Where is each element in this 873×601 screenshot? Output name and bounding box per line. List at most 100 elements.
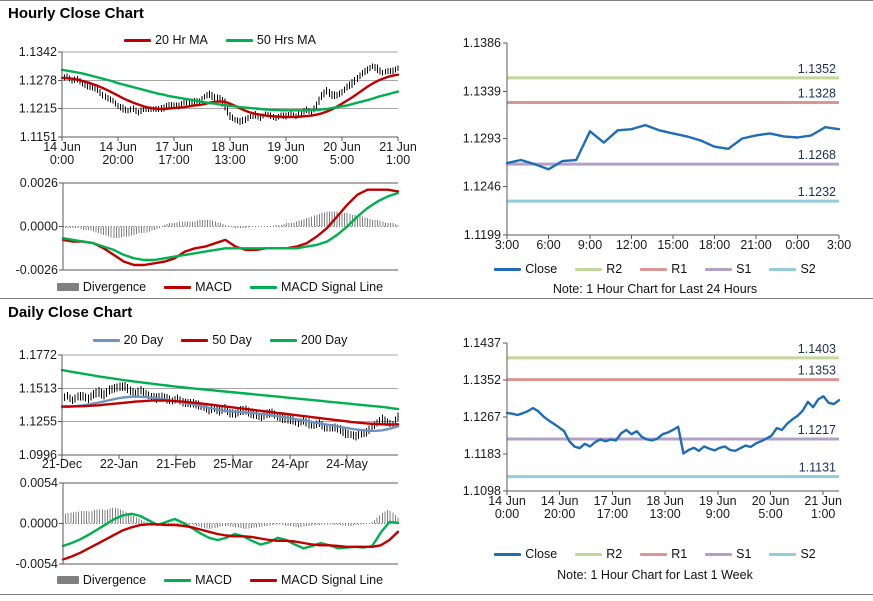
daily-sr-legend: Close R2 R1 S1 S2 (455, 547, 855, 561)
legend-item-50-hrs-ma: 50 Hrs MA (225, 33, 316, 47)
legend-label: 20 Day (123, 333, 164, 347)
y-tick-label: 1.0996 (19, 448, 57, 462)
series-line-close (505, 123, 841, 171)
x-tick-label: 14 Jun (488, 494, 526, 508)
y-tick-label: 0.0054 (20, 476, 58, 490)
legend-item-s1: S1 (705, 547, 751, 561)
x-tick-label: 0:00 (785, 238, 809, 252)
legend-item-r2: R2 (575, 547, 622, 561)
legend-item-200-day: 200 Day (269, 333, 348, 347)
y-tick-label: 1.1293 (463, 131, 501, 145)
legend-label: Divergence (82, 573, 147, 587)
x-tick-label: 1:00 (386, 153, 410, 167)
x-tick-label: 17 Jun (155, 140, 193, 154)
x-tick-label: 21:00 (740, 238, 771, 252)
x-tick-label: 13:00 (214, 153, 245, 167)
x-tick-label: 15:00 (657, 238, 688, 252)
daily-macd-chart: 0.0054 0.0000 -0.0054 (16, 476, 400, 571)
legend-swatch-50-hrs-ma (225, 38, 253, 42)
series-line-20-day (60, 395, 400, 433)
hourly-sr-legend: Close R2 R1 S1 S2 (455, 262, 855, 276)
legend-swatch-macd (164, 578, 192, 582)
legend-swatch-s1 (705, 552, 733, 556)
x-tick-label: 20:00 (102, 153, 133, 167)
y-tick-label: 0.0026 (20, 176, 58, 190)
top-divider (0, 0, 873, 1)
legend-item-r2: R2 (575, 262, 622, 276)
x-tick-label: 14 Jun (43, 140, 81, 154)
y-tick-label: -0.0054 (16, 557, 58, 571)
legend-swatch-s1 (705, 267, 733, 271)
x-tick-label: 1:00 (811, 507, 835, 521)
x-tick-label: 18 Jun (211, 140, 249, 154)
legend-item-s2: S2 (769, 547, 816, 561)
legend-item-s1: S1 (705, 262, 751, 276)
series-line-50-day (60, 399, 400, 426)
legend-item-close: Close (494, 262, 557, 276)
legend-swatch-r2 (575, 267, 603, 271)
legend-item-20-hr-ma: 20 Hr MA (124, 33, 208, 47)
legend-label: S2 (800, 547, 816, 561)
legend-item-divergence: Divergence (56, 280, 147, 294)
legend-item-macd-signal-line: MACD Signal Line (249, 573, 384, 587)
daily-chart-note: Note: 1 Hour Chart for Last 1 Week (557, 568, 753, 582)
legend-swatch-r1 (640, 552, 668, 556)
legend-swatch-divergence (56, 283, 79, 291)
x-tick-label: 20 Jun (323, 140, 361, 154)
x-tick-label: 14 Jun (541, 494, 579, 508)
legend-swatch-s2 (769, 267, 797, 271)
y-tick-label: 1.1513 (19, 381, 57, 395)
legend-item-r1: R1 (640, 547, 687, 561)
hourly-section-title: Hourly Close Chart (8, 5, 144, 22)
legend-item-r1: R1 (640, 262, 687, 276)
y-tick-label: 1.1267 (463, 410, 501, 424)
x-tick-label: 22-Jan (100, 457, 138, 471)
legend-item-divergence: Divergence (56, 573, 147, 587)
y-tick-label: 1.1255 (19, 415, 57, 429)
x-tick-label: 25-Mar (213, 457, 253, 471)
x-tick-label: 21-Dec (42, 457, 82, 471)
x-tick-label: 21-Feb (156, 457, 196, 471)
legend-item-macd: MACD (164, 573, 232, 587)
legend-swatch-r1 (640, 267, 668, 271)
y-tick-label: 1.1246 (463, 180, 501, 194)
y-tick-label: 1.1437 (463, 336, 501, 350)
series-line-200-day (60, 368, 400, 411)
series-line-macd-signal-line (61, 523, 400, 561)
legend-label: MACD Signal Line (280, 573, 384, 587)
legend-label: MACD Signal Line (280, 280, 384, 294)
hourly-macd-chart: 0.0026 0.0000 -0.0026 (16, 176, 400, 277)
daily-section-title: Daily Close Chart (8, 304, 133, 321)
level-label-s1: 1.1268 (798, 148, 836, 162)
legend-label: Divergence (82, 280, 147, 294)
y-tick-label: -0.0026 (16, 263, 58, 277)
y-tick-label: 1.1386 (463, 36, 501, 50)
y-tick-label: 1.1199 (464, 228, 501, 242)
legend-swatch-20-day (92, 338, 120, 342)
series-line-macd (61, 188, 400, 267)
series-line-macd-signal-line (61, 191, 400, 262)
level-label-r1: 1.1353 (798, 364, 836, 378)
legend-swatch-50-day (181, 338, 209, 342)
level-label-r2: 1.1352 (798, 62, 836, 76)
x-tick-label: 20 Jun (752, 494, 790, 508)
legend-label: R2 (606, 262, 623, 276)
x-tick-label: 17:00 (158, 153, 189, 167)
legend-swatch-divergence (56, 576, 79, 584)
y-tick-label: 1.1183 (464, 447, 501, 461)
x-tick-label: 19 Jun (267, 140, 305, 154)
legend-label: S1 (736, 262, 752, 276)
legend-label: 200 Day (300, 333, 348, 347)
legend-label: S1 (736, 547, 752, 561)
legend-item-macd-signal-line: MACD Signal Line (249, 280, 384, 294)
legend-swatch-close (494, 267, 522, 271)
y-tick-label: 0.0000 (20, 517, 58, 531)
legend-swatch-200-day (269, 338, 297, 342)
legend-item-close: Close (494, 547, 557, 561)
level-label-r1: 1.1328 (798, 87, 836, 101)
hourly-macd-legend: Divergence MACD MACD Signal Line (40, 280, 400, 294)
legend-swatch-macd-signal-line (249, 285, 277, 289)
